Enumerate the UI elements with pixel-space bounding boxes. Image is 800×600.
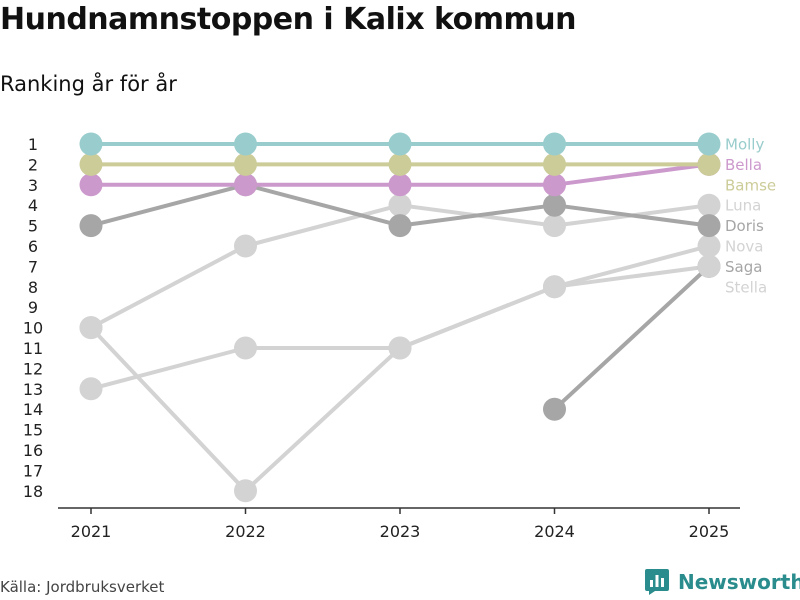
series-point-nova: [697, 234, 721, 258]
y-tick-label: 10: [23, 319, 43, 338]
series-point-bella: [543, 173, 566, 197]
series-point-molly: [697, 132, 721, 156]
y-tick-label: 8: [28, 278, 38, 297]
y-tick-label: 6: [28, 237, 38, 256]
chart-title: Hundnamnstoppen i Kalix kommun: [0, 2, 577, 37]
chart-subtitle: Ranking år för år: [0, 72, 177, 96]
series-point-bamse: [79, 152, 103, 176]
end-labels: Molly Bella Bamse Luna Doris Nova Saga Stella: [725, 136, 776, 297]
y-tick-label: 7: [28, 257, 38, 276]
series-points: [79, 132, 721, 503]
y-tick-label: 3: [28, 176, 38, 195]
y-tick-label: 9: [28, 298, 38, 317]
series-point-luna: [697, 193, 721, 217]
end-label-luna: Luna: [725, 197, 761, 215]
series-point-doris: [79, 214, 103, 238]
series-point-bella: [388, 173, 412, 197]
axes: 2021 2022 2023 2024 202512345678910111213141…: [23, 135, 740, 541]
y-tick-label: 2: [28, 155, 38, 174]
series-lines: [89, 142, 711, 493]
series-point-nova: [79, 377, 103, 401]
brand-logo[interactable]: Newsworthy: [644, 568, 800, 596]
series-point-luna: [79, 316, 103, 340]
end-label-doris: Doris: [725, 217, 764, 235]
end-label-bella: Bella: [725, 156, 762, 174]
x-tick-label: 2025: [689, 522, 730, 541]
series-line-stella: [243, 346, 402, 493]
series-point-stella: [234, 479, 257, 503]
y-tick-label: 12: [23, 359, 43, 378]
series-point-nova: [388, 336, 412, 360]
y-tick-label: 14: [23, 400, 43, 419]
series-line-luna: [89, 244, 248, 330]
y-tick-label: 5: [28, 217, 38, 236]
series-point-molly: [543, 132, 566, 156]
source-note: Källa: Jordbruksverket: [0, 578, 165, 596]
series-line-bella: [552, 162, 711, 187]
y-tick-label: 13: [23, 380, 43, 399]
series-point-bella: [79, 173, 103, 197]
series-line-doris: [398, 203, 557, 228]
series-point-bella: [234, 173, 257, 197]
series-point-doris: [697, 214, 721, 238]
end-label-stella: Stella: [725, 278, 767, 296]
series-point-bamse: [543, 152, 566, 176]
series-line-nova: [398, 284, 557, 350]
series-point-bamse: [697, 152, 721, 176]
end-label-molly: Molly: [725, 136, 764, 154]
y-tick-label: 1: [28, 135, 38, 154]
series-point-doris: [388, 214, 412, 238]
end-label-nova: Nova: [725, 238, 763, 256]
series-point-luna: [543, 214, 566, 238]
series-line-nova: [89, 346, 248, 391]
x-tick-label: 2021: [71, 522, 112, 541]
series-point-doris: [543, 193, 566, 217]
series-point-stella: [697, 254, 721, 278]
series-point-nova: [234, 336, 257, 360]
series-line-saga: [552, 264, 711, 412]
series-point-luna: [234, 234, 257, 258]
x-tick-label: 2024: [534, 522, 575, 541]
series-line-luna: [243, 203, 402, 248]
bar-chart-icon: [645, 569, 669, 595]
series-point-molly: [388, 132, 412, 156]
y-tick-label: 15: [23, 421, 43, 440]
series-point-molly: [234, 132, 257, 156]
series-line-stella: [89, 325, 248, 493]
series-point-luna: [388, 193, 412, 217]
series-line-doris: [89, 182, 248, 228]
series-line-stella: [552, 264, 711, 289]
brand-name: Newsworthy: [678, 570, 800, 594]
series-point-bamse: [388, 152, 412, 176]
series-line-doris: [552, 203, 711, 228]
series-point-saga: [543, 397, 566, 421]
y-tick-label: 16: [23, 441, 43, 460]
series-point-nova: [543, 275, 566, 299]
x-tick-label: 2023: [380, 522, 421, 541]
y-tick-label: 18: [23, 482, 43, 501]
series-point-bamse: [234, 152, 257, 176]
x-tick-label: 2022: [225, 522, 266, 541]
y-tick-label: 17: [23, 461, 43, 480]
series-line-nova: [552, 244, 711, 289]
series-point-molly: [79, 132, 103, 156]
y-tick-label: 4: [28, 196, 38, 215]
end-label-saga: Saga: [725, 258, 762, 276]
y-tick-label: 11: [23, 339, 43, 358]
series-line-doris: [243, 182, 402, 228]
end-label-bamse: Bamse: [725, 176, 776, 194]
